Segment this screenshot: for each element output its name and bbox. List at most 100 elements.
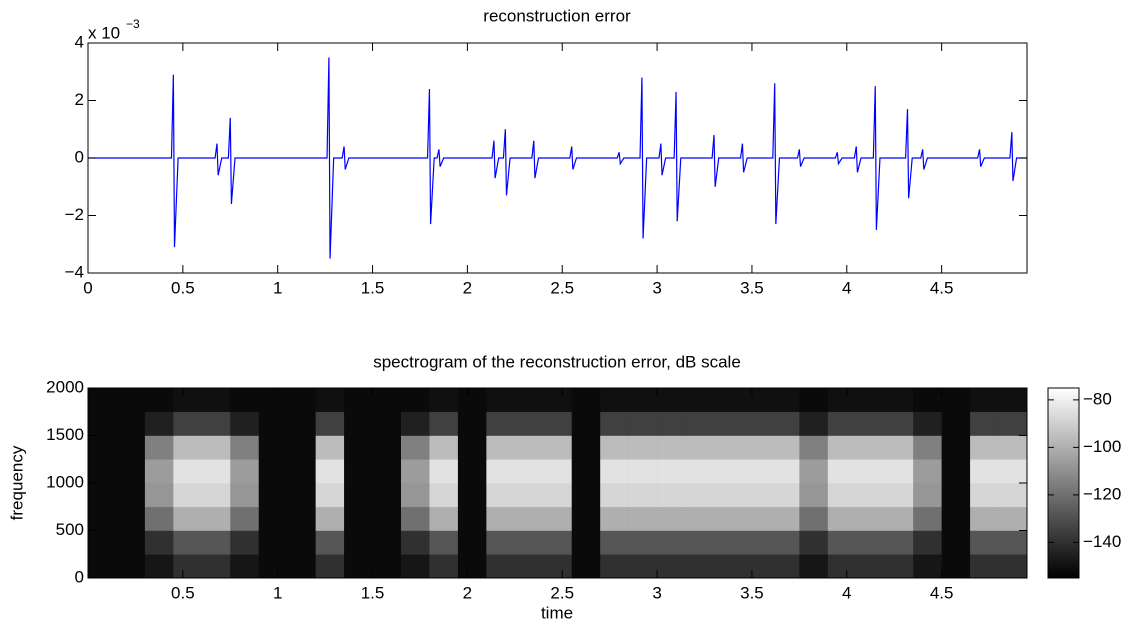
heatmap-cell [827, 411, 857, 436]
heatmap-cell [571, 435, 601, 460]
x-tick-label: 0.5 [171, 278, 195, 297]
heatmap-cell [344, 554, 373, 579]
heatmap-cell [657, 554, 686, 579]
chart-title: spectrogram of the reconstruction error,… [373, 352, 741, 371]
heatmap-cell [401, 530, 430, 555]
heatmap-cell [913, 506, 942, 531]
heatmap-cell [315, 435, 345, 460]
heatmap-cell [315, 530, 345, 555]
y-tick-label: 0 [75, 567, 84, 586]
heatmap-cell [998, 506, 1028, 531]
heatmap-cell [201, 435, 231, 460]
heatmap-cell [287, 554, 316, 579]
heatmap-cell [657, 388, 686, 413]
heatmap-cell [287, 388, 316, 413]
colorbar-tick-label: −100 [1083, 437, 1121, 456]
colorbar-tick-label: −120 [1083, 484, 1121, 503]
heatmap-cell [600, 530, 629, 555]
heatmap-cell [429, 483, 459, 508]
heatmap-cell [486, 459, 516, 484]
heatmap-cell [941, 506, 971, 531]
heatmap-cell [685, 530, 715, 555]
heatmap-cell [970, 388, 999, 413]
heatmap-cell [230, 435, 260, 460]
heatmap-cell [571, 388, 601, 413]
heatmap-cell [514, 506, 544, 531]
heatmap-cell [827, 506, 857, 531]
heatmap-cell [173, 435, 203, 460]
heatmap-cell [998, 435, 1028, 460]
heatmap-cell [913, 388, 942, 413]
heatmap-cell [429, 388, 459, 413]
heatmap-cell [856, 388, 886, 413]
heatmap-cell [742, 483, 772, 508]
heatmap-cell [685, 554, 715, 579]
heatmap-cell [457, 435, 487, 460]
heatmap-cell [884, 483, 914, 508]
heatmap-cell [173, 459, 203, 484]
heatmap-cell [799, 506, 829, 531]
heatmap-cell [372, 530, 402, 555]
heatmap-cell [799, 435, 829, 460]
heatmap-cell [856, 411, 886, 436]
heatmap-cell [401, 554, 430, 579]
heatmap-cell [628, 411, 658, 436]
heatmap-cell [685, 506, 715, 531]
heatmap-cell [457, 388, 487, 413]
x-tick-label: 0.5 [171, 583, 195, 602]
heatmap-cell [827, 459, 857, 484]
heatmap-cell [657, 530, 686, 555]
heatmap-cell [230, 459, 260, 484]
x-tick-label: 4.5 [930, 583, 954, 602]
heatmap-cell [173, 411, 203, 436]
heatmap-cell [258, 506, 288, 531]
heatmap-cell [884, 530, 914, 555]
heatmap-cell [372, 459, 402, 484]
heatmap-cell [856, 459, 886, 484]
heatmap-cell [88, 411, 117, 436]
heatmap-cell [486, 483, 516, 508]
heatmap-cell [941, 435, 971, 460]
heatmap-cell [401, 506, 430, 531]
heatmap-cell [543, 554, 573, 579]
heatmap-cell [401, 483, 430, 508]
heatmap-cell [486, 411, 516, 436]
heatmap-cell [998, 483, 1028, 508]
heatmap-cell [315, 388, 345, 413]
heatmap-cell [742, 554, 772, 579]
heatmap-cell [856, 554, 886, 579]
heatmap-cell [970, 554, 999, 579]
heatmap-cell [88, 483, 117, 508]
axis-multiplier-exponent: −3 [126, 17, 140, 31]
heatmap-cell [913, 554, 942, 579]
heatmap-cell [799, 388, 829, 413]
heatmap-cell [913, 483, 942, 508]
heatmap-cell [799, 554, 829, 579]
heatmap-cell [571, 506, 601, 531]
heatmap-cell [543, 411, 573, 436]
heatmap-cell [714, 459, 743, 484]
heatmap-cell [714, 483, 743, 508]
y-tick-label: 4 [75, 32, 84, 51]
heatmap-cell [144, 435, 174, 460]
heatmap-cell [287, 506, 316, 531]
heatmap-cell [827, 388, 857, 413]
heatmap-cell [543, 530, 573, 555]
heatmap-cell [258, 411, 288, 436]
x-tick-label: 3.5 [740, 278, 764, 297]
heatmap-cell [344, 483, 373, 508]
heatmap-cell [344, 435, 373, 460]
heatmap-cell [657, 483, 686, 508]
heatmap-cell [657, 435, 686, 460]
heatmap-cell [714, 411, 743, 436]
x-tick-label: 3 [652, 583, 661, 602]
heatmap-cell [88, 530, 117, 555]
chart-title: reconstruction error [483, 6, 631, 25]
heatmap-cell [201, 388, 231, 413]
colorbar-tick-label: −80 [1083, 389, 1112, 408]
heatmap-cell [941, 459, 971, 484]
heatmap-cell [344, 506, 373, 531]
heatmap-cell [457, 411, 487, 436]
heatmap-cell [970, 411, 999, 436]
heatmap-cell [230, 506, 260, 531]
